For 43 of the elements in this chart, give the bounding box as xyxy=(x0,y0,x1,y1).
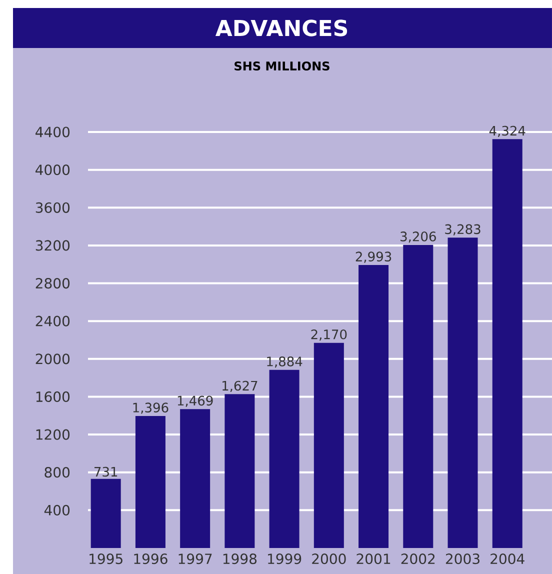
y-tick-label: 2400 xyxy=(36,316,70,326)
x-tick-label: 2002 xyxy=(401,554,435,564)
x-tick-label: 2003 xyxy=(446,554,480,564)
data-label: 1,884 xyxy=(267,356,302,368)
bar xyxy=(358,265,389,548)
y-tick-label: 2800 xyxy=(36,278,70,289)
y-tick-label: 800 xyxy=(44,467,70,478)
x-tick-label: 1996 xyxy=(134,554,168,564)
data-label: 3,206 xyxy=(400,232,436,243)
x-tick-label: 1999 xyxy=(268,554,302,564)
y-tick-label: 4400 xyxy=(36,126,70,138)
data-label: 4,324 xyxy=(489,126,526,137)
y-tick-label: 3600 xyxy=(36,202,70,213)
y-tick-label: 1200 xyxy=(36,429,70,440)
bar xyxy=(224,394,255,548)
x-tick-label: 1995 xyxy=(90,554,122,564)
data-label: 1,469 xyxy=(178,396,213,407)
y-tick-label: 2000 xyxy=(36,354,70,364)
bar xyxy=(314,342,344,548)
data-label: 731 xyxy=(94,466,118,477)
data-label: 1,396 xyxy=(133,402,168,414)
bar xyxy=(90,478,121,548)
data-label: 2,170 xyxy=(311,329,347,341)
y-tick-label: 4000 xyxy=(36,164,70,176)
chart-title: ADVANCES xyxy=(215,20,348,36)
data-label: 2,993 xyxy=(356,252,392,263)
y-tick-label: 3200 xyxy=(36,240,70,251)
bar xyxy=(403,244,434,548)
x-tick-label: 2001 xyxy=(356,554,390,564)
y-tick-label: 1600 xyxy=(36,391,70,402)
x-tick-label: 2004 xyxy=(490,554,524,564)
x-tick-label: 2000 xyxy=(312,554,346,564)
x-tick-label: 1998 xyxy=(223,554,257,564)
bar xyxy=(135,416,166,548)
data-label: 3,283 xyxy=(445,224,480,236)
bar xyxy=(180,409,210,548)
bar xyxy=(448,238,478,548)
x-tick-label: 1997 xyxy=(178,554,212,564)
bar xyxy=(269,370,300,548)
bar xyxy=(492,139,522,548)
data-label: 1,627 xyxy=(222,380,258,392)
y-tick-label: 400 xyxy=(44,504,70,516)
chart-subtitle: SHS MILLIONS xyxy=(234,61,330,71)
